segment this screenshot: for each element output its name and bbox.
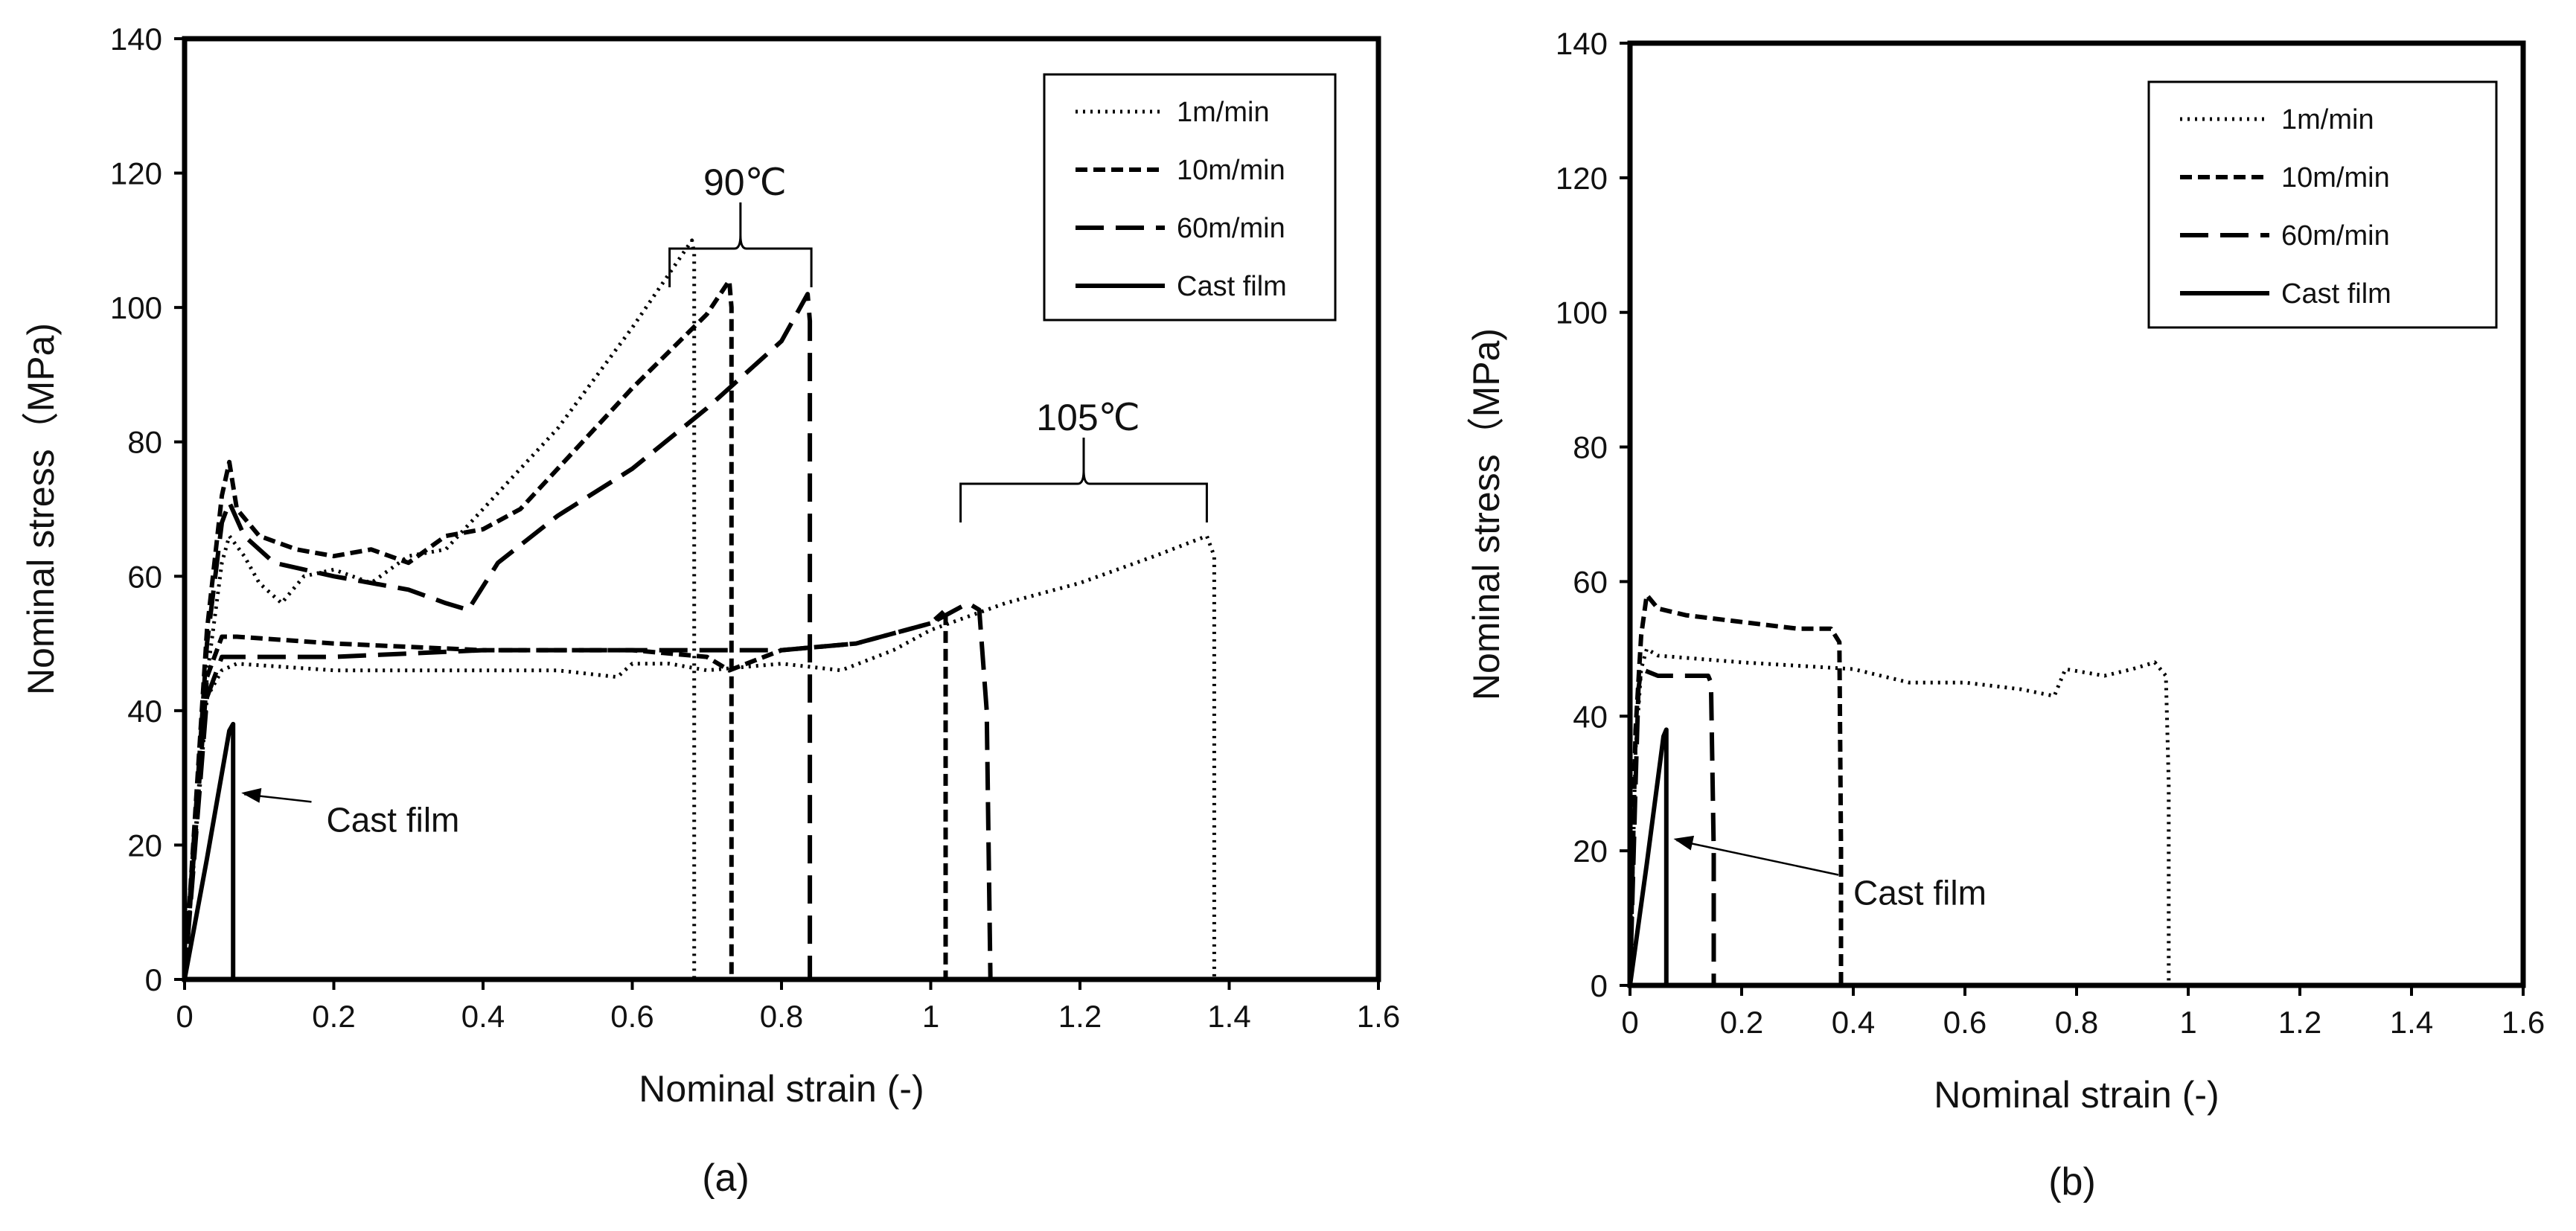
legend-label: 1m/min <box>1177 97 1270 128</box>
series-line <box>182 238 697 980</box>
x-tick-label: 0.4 <box>1832 1005 1875 1040</box>
x-tick-label: 0 <box>176 999 193 1034</box>
x-tick-label: 1.4 <box>2390 1005 2433 1040</box>
x-tick-label: 1.2 <box>1058 999 1102 1034</box>
y-tick-label: 0 <box>1591 968 1608 1003</box>
annotation-label: Cast film <box>1853 873 1987 912</box>
y-tick-label: 120 <box>110 156 162 191</box>
y-tick-label: 80 <box>127 425 162 460</box>
annotation-label: 105℃ <box>1036 397 1140 438</box>
y-axis-label: Nominal stress（MPa) <box>1466 328 1507 700</box>
chart-panel-a: 0 20 40 60 80 100 120 140 0 0.2 0.4 0.6 0.8 1 1.2 1.4 1.… <box>20 22 1400 1110</box>
legend-label: 60m/min <box>1177 213 1285 244</box>
y-tick-label: 60 <box>1573 564 1608 599</box>
x-tick-label: 1 <box>2179 1005 2196 1040</box>
x-axis-label: Nominal strain (-) <box>1934 1074 2219 1116</box>
legend-box <box>1043 73 1337 322</box>
panel-a-label: (a) <box>702 1157 750 1200</box>
y-tick-label: 40 <box>127 694 162 729</box>
y-tick-label: 120 <box>1556 161 1608 196</box>
series-line <box>182 278 734 980</box>
x-tick-label: 0 <box>1621 1005 1638 1040</box>
y-tick-label: 140 <box>110 22 162 57</box>
series-line <box>182 292 813 980</box>
y-tick-label: 0 <box>145 962 162 997</box>
legend-label: 1m/min <box>2281 104 2374 135</box>
series-line <box>182 534 1216 980</box>
annotation-arrow-head <box>1673 835 1695 851</box>
x-tick-label: 1 <box>922 999 939 1034</box>
x-tick-label: 0.8 <box>2055 1005 2098 1040</box>
annotation-arrow-head <box>241 787 262 803</box>
x-tick-label: 0.6 <box>1943 1005 1987 1040</box>
x-tick-label: 0.2 <box>312 999 355 1034</box>
y-tick-label: 100 <box>110 290 162 325</box>
series-line <box>182 601 993 980</box>
legend-label: Cast film <box>1177 271 1287 302</box>
annotation-label: 90℃ <box>703 162 787 203</box>
chart-panel-b: 0 20 40 60 80 100 120 140 0 0.2 0.4 0.6 0.8 1 1.2 1.4 1.… <box>1466 26 2545 1116</box>
y-tick-label: 40 <box>1573 699 1608 734</box>
annotation-bracket <box>959 438 1208 523</box>
y-axis-label: Nominal stress（MPa) <box>20 323 62 695</box>
series-line <box>182 607 948 980</box>
y-tick-label: 60 <box>127 559 162 594</box>
annotation-label: Cast film <box>326 800 459 839</box>
panel-b-label: (b) <box>2048 1160 2096 1203</box>
annotation-bracket <box>668 202 813 288</box>
x-tick-label: 1.2 <box>2278 1005 2321 1040</box>
series-line <box>1628 727 1669 986</box>
annotation-arrow-line <box>1676 839 1839 876</box>
legend-label: 10m/min <box>2281 162 2390 194</box>
x-tick-label: 0.2 <box>1720 1005 1763 1040</box>
series-line <box>1628 667 1716 986</box>
y-tick-label: 20 <box>127 828 162 863</box>
legend-label: 10m/min <box>1177 155 1285 186</box>
x-tick-label: 1.4 <box>1207 999 1250 1034</box>
y-tick-label: 80 <box>1573 430 1608 465</box>
y-tick-label: 100 <box>1556 295 1608 330</box>
y-tick-label: 20 <box>1573 834 1608 869</box>
series-line <box>1628 592 1844 986</box>
series-line <box>182 721 236 980</box>
x-axis-label: Nominal strain (-) <box>639 1068 924 1110</box>
legend-label: Cast film <box>2281 278 2391 310</box>
x-tick-label: 0.4 <box>461 999 505 1034</box>
legend-label: 60m/min <box>2281 220 2390 252</box>
legend-box <box>2147 80 2498 329</box>
x-tick-label: 0.6 <box>610 999 653 1034</box>
x-tick-label: 1.6 <box>2502 1005 2545 1040</box>
y-tick-label: 140 <box>1556 26 1608 61</box>
x-tick-label: 1.6 <box>1357 999 1400 1034</box>
x-tick-label: 0.8 <box>760 999 803 1034</box>
